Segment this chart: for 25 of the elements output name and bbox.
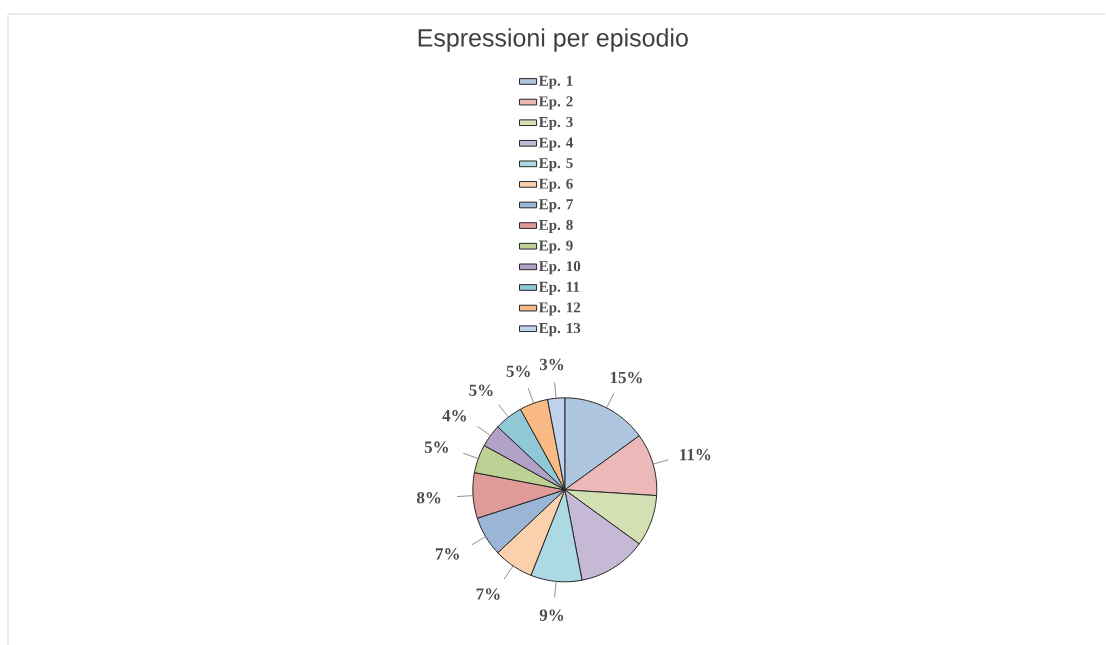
data-label: 11% xyxy=(680,448,711,461)
data-label: 4% xyxy=(442,409,466,422)
legend-label: Ep. 8 xyxy=(538,219,573,233)
data-label: 5% xyxy=(424,441,448,453)
data-label: 5% xyxy=(506,365,530,377)
data-label: 7% xyxy=(435,548,459,560)
legend-label: Ep. 13 xyxy=(538,322,581,337)
data-label: 15% xyxy=(610,371,642,384)
legend-label: Ep. 9 xyxy=(538,240,573,254)
legend-label: Ep. 4 xyxy=(538,137,573,151)
data-label: 5% xyxy=(469,384,493,396)
legend-label: Ep. 3 xyxy=(538,116,573,131)
legend-label: Ep. 1 xyxy=(538,75,573,89)
data-label: 7% xyxy=(476,588,500,600)
legend-label: Ep. 6 xyxy=(538,178,573,192)
legend-label: Ep. 12 xyxy=(538,302,581,316)
chart-title: Espressioni per episodio xyxy=(418,28,688,52)
data-label: 8% xyxy=(416,491,441,504)
legend-label: Ep. 11 xyxy=(538,281,580,295)
legend-label: Ep. 2 xyxy=(538,96,573,110)
data-label: 3% xyxy=(539,358,564,371)
data-label: 9% xyxy=(539,609,564,621)
legend-label: Ep. 5 xyxy=(538,158,573,172)
legend-label: Ep. 10 xyxy=(538,261,581,275)
legend-label: Ep. 7 xyxy=(538,199,573,213)
